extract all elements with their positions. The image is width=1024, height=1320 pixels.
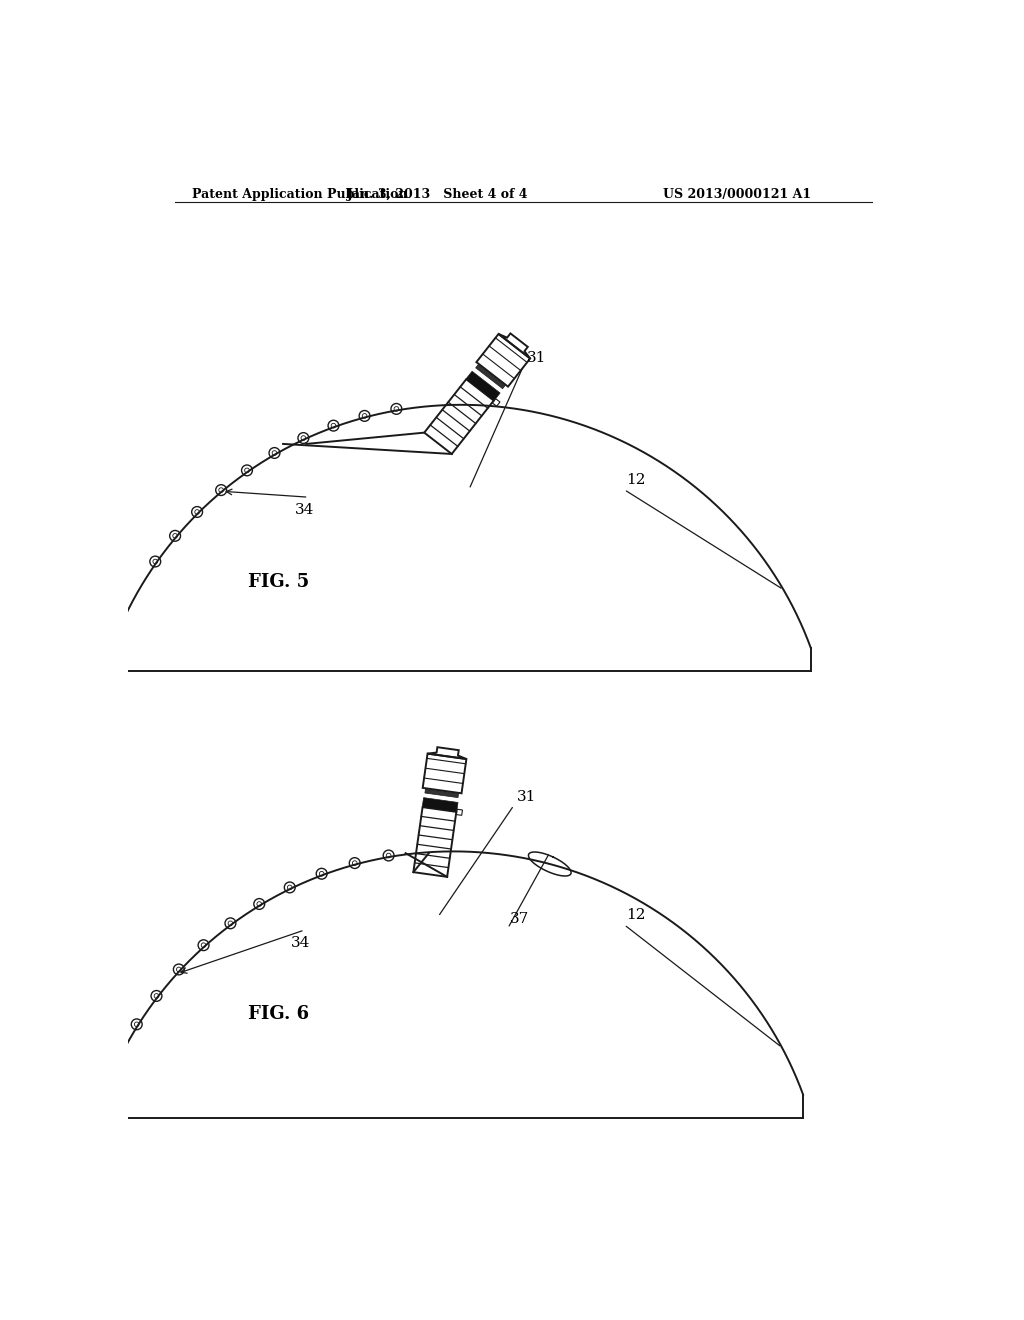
Text: 34: 34 [295,503,314,517]
Text: 12: 12 [627,473,646,487]
Text: 31: 31 [517,789,537,804]
Text: FIG. 5: FIG. 5 [248,573,309,590]
Text: 31: 31 [527,351,547,364]
Text: Jan. 3, 2013   Sheet 4 of 4: Jan. 3, 2013 Sheet 4 of 4 [347,187,528,201]
Text: 34: 34 [291,936,310,950]
Polygon shape [422,797,458,812]
Polygon shape [466,371,500,401]
Text: US 2013/0000121 A1: US 2013/0000121 A1 [663,187,811,201]
Polygon shape [476,364,505,388]
Text: 37: 37 [510,912,529,927]
Text: Patent Application Publication: Patent Application Publication [191,187,408,201]
Polygon shape [425,789,459,797]
Text: FIG. 6: FIG. 6 [248,1006,309,1023]
Text: 12: 12 [627,908,646,923]
